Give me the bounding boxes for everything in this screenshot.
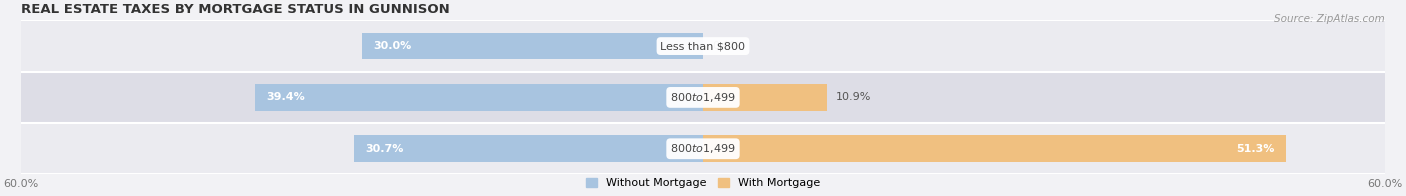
Text: $800 to $1,499: $800 to $1,499	[671, 142, 735, 155]
Bar	[21, 20, 1385, 72]
Text: $800 to $1,499: $800 to $1,499	[671, 91, 735, 104]
Text: 10.9%: 10.9%	[837, 93, 872, 103]
Text: 51.3%: 51.3%	[1236, 144, 1275, 154]
Text: Source: ZipAtlas.com: Source: ZipAtlas.com	[1274, 14, 1385, 24]
Bar	[703, 84, 827, 111]
Text: 30.0%: 30.0%	[374, 41, 412, 51]
Bar	[363, 33, 703, 59]
Bar	[21, 72, 1385, 123]
Bar	[354, 135, 703, 162]
Text: 39.4%: 39.4%	[267, 93, 305, 103]
Bar	[256, 84, 703, 111]
Text: 0.0%: 0.0%	[711, 41, 741, 51]
Legend: Without Mortgage, With Mortgage: Without Mortgage, With Mortgage	[582, 174, 824, 193]
Text: REAL ESTATE TAXES BY MORTGAGE STATUS IN GUNNISON: REAL ESTATE TAXES BY MORTGAGE STATUS IN …	[21, 4, 450, 16]
Bar	[703, 135, 1286, 162]
Text: 30.7%: 30.7%	[366, 144, 404, 154]
Bar	[21, 123, 1385, 174]
Text: Less than $800: Less than $800	[661, 41, 745, 51]
